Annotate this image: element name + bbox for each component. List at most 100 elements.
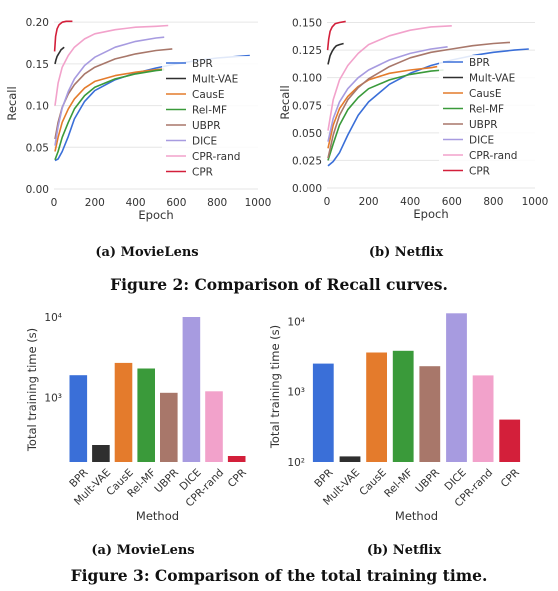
- recall-movielens-legend-label-ubpr: UBPR: [192, 120, 221, 132]
- recall-netflix-ytick-0: 0.000: [292, 183, 322, 195]
- recall-movielens-xtick-2: 400: [126, 197, 146, 209]
- recall-netflix-xtick-1: 200: [359, 196, 379, 208]
- recall-netflix-legend-label-dice: DICE: [469, 135, 494, 147]
- time-netflix-ytick-0: 10²: [287, 457, 305, 469]
- time-netflix-bar-cpr: [499, 419, 521, 462]
- recall-netflix-xtick-2: 400: [400, 196, 420, 208]
- recall-netflix-chart: 0.000 0.025 0.050 0.075 0.100 0.125 0.150 0 200 4…: [278, 18, 548, 221]
- recall-movielens-ytick-1: 0.05: [26, 142, 49, 154]
- recall-movielens-xtick-4: 800: [207, 197, 227, 209]
- recall-netflix-xlabel: Epoch: [413, 207, 448, 221]
- recall-movielens-line-rel-mf: [54, 68, 165, 161]
- recall-netflix-line-ubpr: [327, 41, 511, 159]
- recall-movielens-ylabel: Recall: [5, 86, 19, 120]
- recall-netflix-line-rel-mf: [327, 69, 444, 161]
- time-movielens-chart: 10³10⁴BPRMult-VAECausERel-MFUBPRDICECPR-…: [25, 312, 249, 523]
- time-movielens-bar-mult-vae: [92, 445, 110, 462]
- recall-netflix-line-cpr: [326, 20, 346, 51]
- time-movielens-ylabel: Total training time (s): [25, 328, 39, 452]
- recall-netflix-line-bpr: [327, 48, 529, 167]
- recall-netflix-line-cpr-rand: [327, 25, 452, 131]
- time-netflix-bar-mult-vae: [339, 456, 361, 462]
- recall-movielens-legend-box: [162, 56, 258, 184]
- time-netflix-bar-cause: [366, 352, 387, 462]
- recall-netflix-xtick-4: 800: [483, 196, 503, 208]
- recall-movielens-chart: 0.00 0.05 0.10 0.15 0.20 0 200 400 600 800 1000 Epo…: [5, 17, 271, 222]
- recall-movielens-ytick-0: 0.00: [26, 184, 49, 196]
- time-movielens-ytick-0: 10³: [44, 393, 62, 405]
- time-movielens-bar-dice: [182, 317, 201, 462]
- recall-movielens-ytick-4: 0.20: [26, 17, 49, 29]
- recall-movielens-xtick-1: 200: [85, 197, 105, 209]
- recall-movielens-line-mult-vae: [54, 46, 65, 65]
- time-netflix-xtick-rel-mf: Rel-MF: [382, 467, 415, 500]
- recall-netflix-legend-label-bpr: BPR: [469, 57, 490, 69]
- time-netflix-ytick-2: 10⁴: [287, 316, 305, 328]
- time-movielens-xlabel: Method: [136, 509, 179, 523]
- time-netflix-bar-cpr-rand: [472, 375, 494, 462]
- time-movielens-xtick-ubpr: UBPR: [152, 467, 181, 496]
- recall-movielens-xtick-0: 0: [51, 197, 58, 209]
- subcaption-recall-movielens: (a) MovieLens: [95, 245, 198, 260]
- time-netflix-bar-rel-mf: [392, 350, 414, 462]
- recall-netflix-legend-label-ubpr: UBPR: [469, 119, 498, 131]
- recall-movielens-line-cause: [54, 68, 165, 152]
- subcaption-recall-netflix: (b) Netflix: [369, 245, 443, 260]
- recall-netflix-ytick-2: 0.050: [292, 128, 322, 140]
- time-netflix-xtick-ubpr: UBPR: [413, 467, 442, 496]
- recall-movielens-legend-label-mult-vae: Mult-VAE: [192, 74, 238, 86]
- time-netflix-bar-ubpr: [419, 366, 441, 462]
- time-movielens-bar-bpr: [69, 375, 88, 462]
- subcaption-time-movielens: (a) MovieLens: [91, 543, 194, 558]
- time-netflix-xtick-cpr: CPR: [499, 467, 522, 490]
- recall-netflix-legend-box: [439, 55, 535, 183]
- recall-netflix-legend-label-cause: CausE: [469, 88, 502, 100]
- time-netflix-xtick-bpr: BPR: [312, 467, 335, 490]
- recall-netflix-ytick-4: 0.100: [292, 73, 322, 85]
- recall-movielens-line-dice: [54, 36, 165, 146]
- recall-netflix-legend-label-mult-vae: Mult-VAE: [469, 73, 515, 85]
- recall-movielens-legend-label-bpr: BPR: [192, 58, 213, 70]
- time-movielens-bar-ubpr: [160, 392, 178, 462]
- recall-netflix-ytick-3: 0.075: [292, 100, 322, 112]
- recall-movielens-legend-label-rel-mf: Rel-MF: [192, 105, 227, 117]
- time-netflix-bar-bpr: [312, 363, 334, 462]
- recall-movielens-xtick-5: 1000: [245, 197, 272, 209]
- figure-2-caption: Figure 2: Comparison of Recall curves.: [110, 275, 448, 294]
- time-netflix-xlabel: Method: [395, 509, 438, 523]
- recall-netflix-xtick-3: 600: [442, 196, 462, 208]
- recall-movielens-ytick-3: 0.15: [26, 59, 49, 71]
- recall-movielens-ytick-2: 0.10: [26, 101, 49, 113]
- recall-movielens-xlabel: Epoch: [138, 208, 173, 222]
- time-movielens-bar-rel-mf: [137, 368, 155, 462]
- recall-netflix-legend-label-cpr: CPR: [469, 166, 490, 178]
- recall-netflix-ytick-5: 0.125: [292, 45, 322, 57]
- recall-movielens-legend-label-cpr: CPR: [192, 167, 213, 179]
- time-netflix-ytick-1: 10³: [287, 387, 305, 399]
- time-netflix-ylabel: Total training time (s): [268, 325, 282, 449]
- recall-movielens-legend-label-dice: DICE: [192, 136, 217, 148]
- recall-netflix-ytick-1: 0.025: [292, 155, 322, 167]
- recall-movielens-line-cpr: [53, 20, 73, 52]
- subcaption-time-netflix: (b) Netflix: [367, 543, 441, 558]
- recall-netflix-xtick-5: 1000: [522, 196, 549, 208]
- recall-netflix-xtick-0: 0: [324, 196, 331, 208]
- recall-netflix-line-dice: [327, 46, 448, 142]
- recall-movielens-legend-label-cause: CausE: [192, 89, 225, 101]
- recall-netflix-legend-label-cpr-rand: CPR-rand: [469, 150, 517, 162]
- time-movielens-bar-cause: [114, 362, 133, 462]
- recall-movielens-xtick-3: 600: [166, 197, 186, 209]
- time-movielens-ytick-1: 10⁴: [44, 312, 62, 324]
- recall-movielens-legend-label-cpr-rand: CPR-rand: [192, 151, 240, 163]
- time-movielens-xtick-cpr: CPR: [226, 467, 249, 490]
- time-netflix-bar-dice: [446, 313, 467, 462]
- recall-netflix-line-mult-vae: [327, 42, 344, 65]
- time-movielens-bar-cpr: [227, 456, 246, 462]
- recall-netflix-legend-label-rel-mf: Rel-MF: [469, 104, 504, 116]
- recall-movielens-line-cpr-rand: [54, 24, 169, 106]
- recall-netflix-ylabel: Recall: [278, 85, 292, 119]
- time-movielens-bar-cpr-rand: [205, 391, 223, 462]
- figure-3-caption: Figure 3: Comparison of the total traini…: [71, 566, 488, 585]
